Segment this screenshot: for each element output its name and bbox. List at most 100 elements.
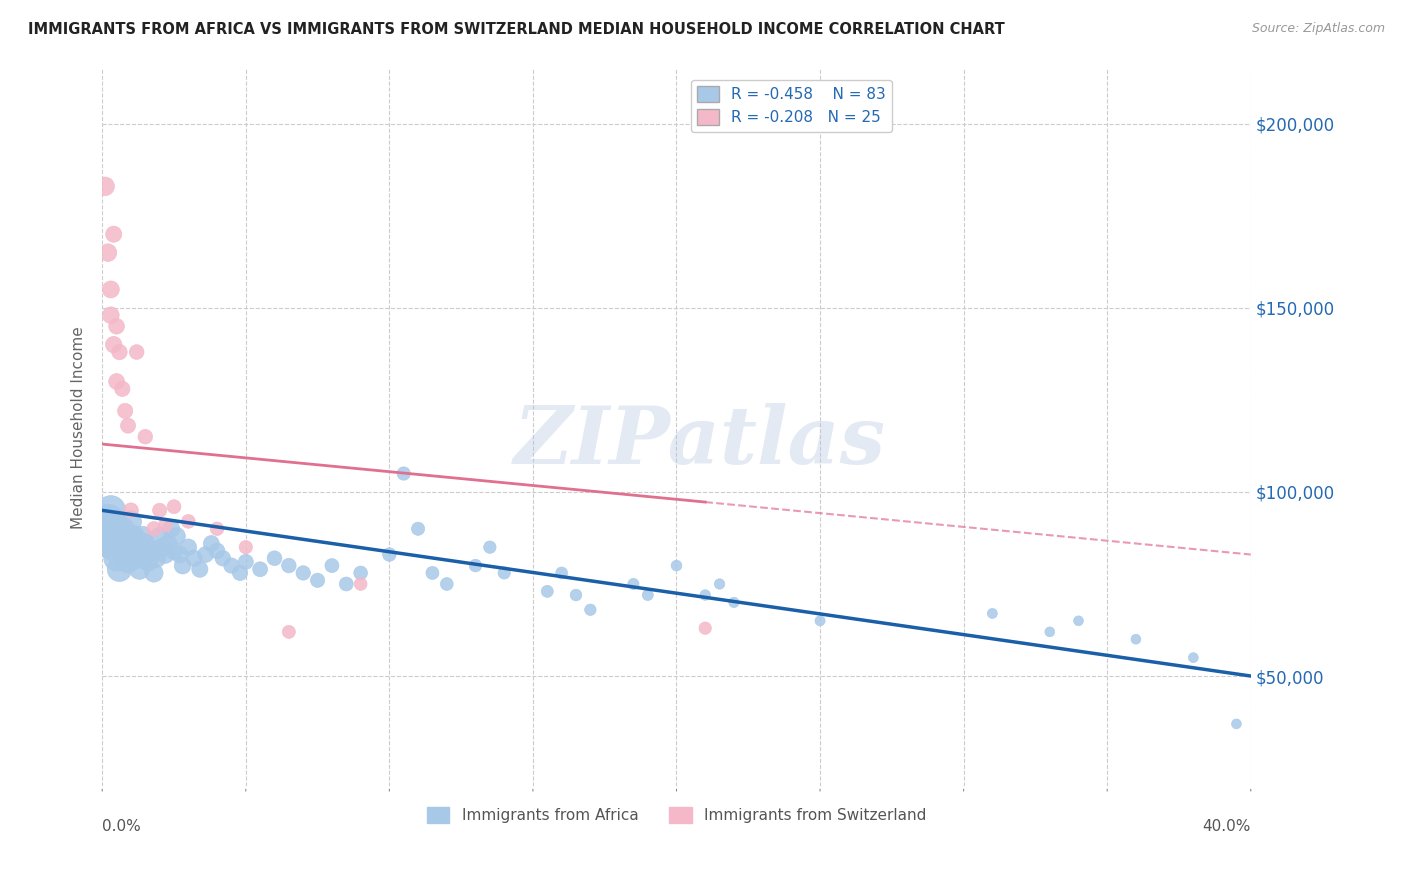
- Point: [478, 540, 501, 554]
- Text: 0.0%: 0.0%: [103, 819, 141, 834]
- Point: [321, 558, 343, 573]
- Point: [249, 562, 271, 576]
- Point: [122, 544, 145, 558]
- Point: [105, 529, 128, 543]
- Point: [406, 522, 429, 536]
- Point: [120, 540, 142, 554]
- Point: [117, 555, 139, 569]
- Point: [94, 179, 117, 194]
- Point: [103, 518, 125, 533]
- Point: [695, 588, 717, 602]
- Point: [188, 562, 211, 576]
- Point: [131, 529, 153, 543]
- Point: [114, 404, 136, 418]
- Point: [221, 558, 243, 573]
- Point: [139, 544, 162, 558]
- Point: [134, 548, 156, 562]
- Point: [723, 595, 745, 609]
- Point: [579, 603, 602, 617]
- Point: [125, 533, 148, 547]
- Point: [142, 522, 165, 536]
- Point: [134, 536, 156, 550]
- Point: [494, 566, 516, 580]
- Point: [277, 558, 299, 573]
- Point: [120, 515, 142, 529]
- Y-axis label: Median Household Income: Median Household Income: [72, 326, 86, 529]
- Point: [177, 540, 200, 554]
- Point: [1225, 717, 1247, 731]
- Point: [211, 551, 233, 566]
- Point: [103, 337, 125, 351]
- Point: [349, 577, 371, 591]
- Point: [111, 522, 134, 536]
- Point: [103, 227, 125, 242]
- Point: [172, 558, 194, 573]
- Point: [307, 574, 329, 588]
- Point: [349, 566, 371, 580]
- Point: [229, 566, 252, 580]
- Point: [235, 540, 257, 554]
- Point: [136, 555, 159, 569]
- Point: [149, 503, 172, 517]
- Point: [623, 577, 645, 591]
- Point: [436, 577, 458, 591]
- Point: [128, 562, 150, 576]
- Point: [163, 544, 186, 558]
- Point: [808, 614, 831, 628]
- Point: [157, 536, 180, 550]
- Point: [695, 621, 717, 635]
- Point: [1067, 614, 1090, 628]
- Point: [200, 536, 222, 550]
- Point: [637, 588, 659, 602]
- Text: 40.0%: 40.0%: [1202, 819, 1251, 834]
- Text: IMMIGRANTS FROM AFRICA VS IMMIGRANTS FROM SWITZERLAND MEDIAN HOUSEHOLD INCOME CO: IMMIGRANTS FROM AFRICA VS IMMIGRANTS FRO…: [28, 22, 1005, 37]
- Point: [166, 529, 188, 543]
- Point: [142, 566, 165, 580]
- Point: [464, 558, 486, 573]
- Point: [103, 540, 125, 554]
- Point: [422, 566, 444, 580]
- Point: [1182, 650, 1205, 665]
- Point: [177, 515, 200, 529]
- Point: [97, 515, 120, 529]
- Point: [263, 551, 285, 566]
- Point: [134, 430, 156, 444]
- Point: [205, 522, 228, 536]
- Point: [709, 577, 731, 591]
- Point: [163, 500, 186, 514]
- Point: [105, 319, 128, 334]
- Text: ZIPatlas: ZIPatlas: [513, 403, 886, 481]
- Point: [100, 282, 122, 296]
- Point: [160, 522, 183, 536]
- Point: [1039, 624, 1062, 639]
- Point: [117, 418, 139, 433]
- Point: [155, 548, 177, 562]
- Point: [105, 375, 128, 389]
- Point: [111, 544, 134, 558]
- Point: [128, 540, 150, 554]
- Point: [183, 551, 205, 566]
- Point: [114, 529, 136, 543]
- Point: [1125, 632, 1147, 647]
- Point: [111, 382, 134, 396]
- Point: [108, 345, 131, 359]
- Point: [117, 533, 139, 547]
- Point: [392, 467, 415, 481]
- Point: [122, 529, 145, 543]
- Point: [335, 577, 357, 591]
- Point: [114, 548, 136, 562]
- Point: [125, 345, 148, 359]
- Point: [152, 540, 174, 554]
- Point: [94, 529, 117, 543]
- Point: [100, 503, 122, 517]
- Point: [125, 551, 148, 566]
- Point: [149, 529, 172, 543]
- Point: [100, 308, 122, 322]
- Point: [155, 518, 177, 533]
- Point: [108, 536, 131, 550]
- Legend: Immigrants from Africa, Immigrants from Switzerland: Immigrants from Africa, Immigrants from …: [420, 801, 932, 829]
- Point: [378, 548, 401, 562]
- Point: [536, 584, 558, 599]
- Point: [565, 588, 588, 602]
- Point: [120, 503, 142, 517]
